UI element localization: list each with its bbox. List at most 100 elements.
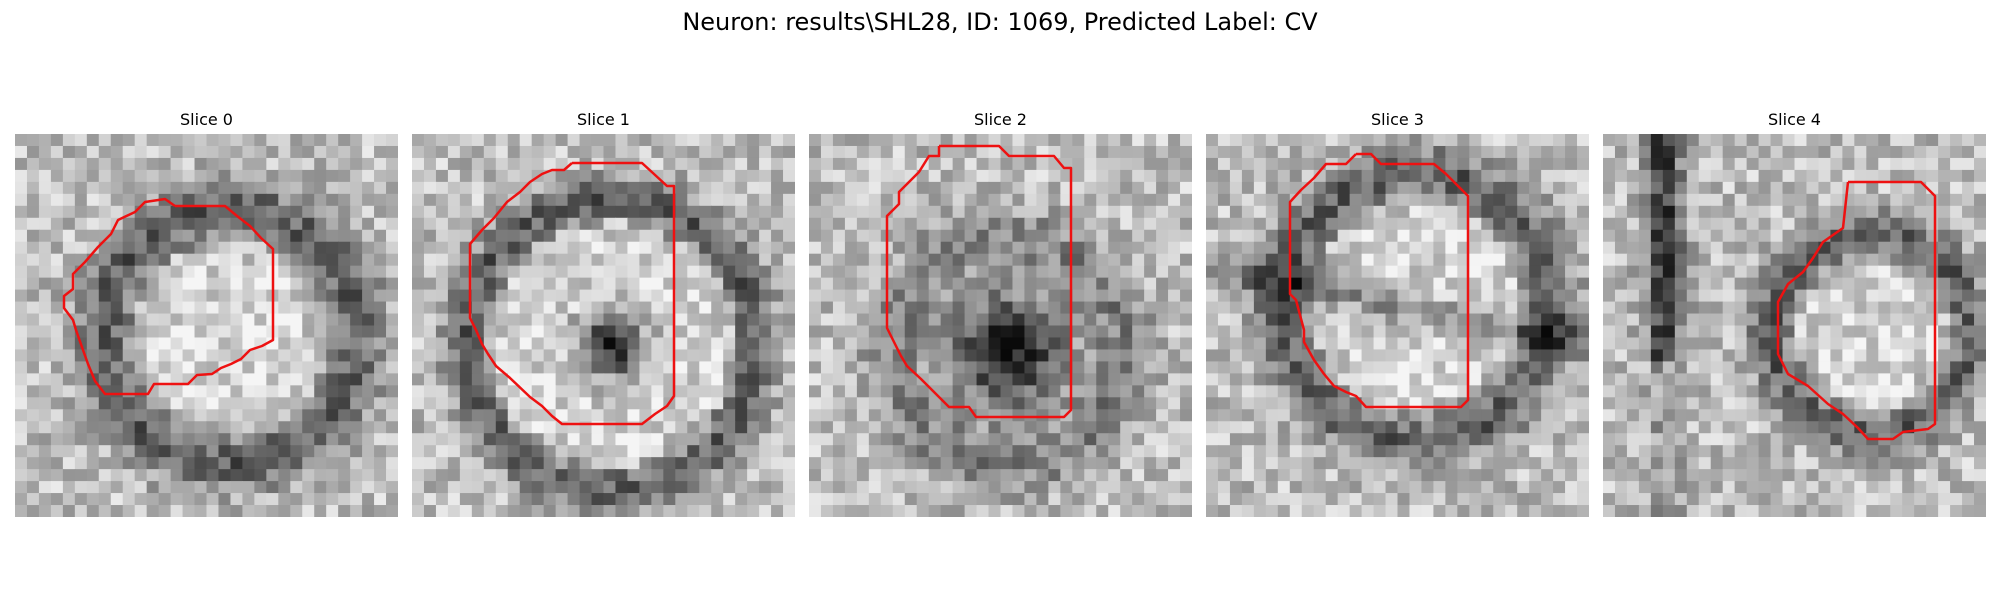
image-pixel bbox=[158, 145, 172, 159]
image-pixel bbox=[1782, 289, 1796, 303]
image-pixel bbox=[1012, 325, 1026, 339]
image-pixel bbox=[350, 217, 363, 231]
image-pixel bbox=[435, 253, 449, 267]
image-pixel bbox=[579, 217, 593, 231]
image-pixel bbox=[1385, 505, 1399, 517]
image-pixel bbox=[1830, 134, 1843, 147]
image-pixel bbox=[1662, 181, 1676, 195]
image-pixel bbox=[1277, 241, 1291, 255]
image-pixel bbox=[495, 157, 509, 171]
image-pixel bbox=[302, 205, 315, 219]
image-pixel bbox=[471, 277, 485, 291]
image-pixel bbox=[194, 277, 208, 291]
image-pixel bbox=[1854, 409, 1867, 422]
image-pixel bbox=[471, 493, 485, 506]
image-pixel bbox=[483, 301, 497, 315]
image-pixel bbox=[254, 325, 267, 339]
image-pixel bbox=[1144, 313, 1157, 327]
image-pixel bbox=[1974, 145, 1986, 159]
image-pixel bbox=[1156, 445, 1169, 458]
image-pixel bbox=[1794, 181, 1808, 195]
image-pixel bbox=[1541, 181, 1554, 195]
image-pixel bbox=[940, 469, 954, 482]
image-pixel bbox=[1048, 217, 1061, 231]
image-pixel bbox=[1806, 217, 1820, 231]
image-pixel bbox=[1938, 397, 1951, 410]
image-pixel bbox=[567, 217, 581, 231]
image-pixel bbox=[170, 313, 184, 327]
image-pixel bbox=[350, 229, 363, 243]
image-pixel bbox=[1722, 325, 1736, 339]
image-pixel bbox=[290, 301, 303, 315]
image-pixel bbox=[1553, 145, 1566, 159]
image-pixel bbox=[194, 205, 208, 219]
image-pixel bbox=[26, 397, 40, 410]
image-pixel bbox=[1770, 193, 1784, 207]
image-pixel bbox=[603, 325, 617, 339]
image-pixel bbox=[555, 157, 569, 171]
image-pixel bbox=[1854, 134, 1867, 147]
image-pixel bbox=[146, 337, 160, 351]
image-pixel bbox=[1842, 421, 1855, 434]
image-pixel bbox=[1914, 361, 1927, 374]
image-pixel bbox=[723, 457, 736, 470]
image-pixel bbox=[880, 337, 894, 351]
image-pixel bbox=[856, 169, 870, 183]
image-pixel bbox=[1000, 169, 1014, 183]
image-pixel bbox=[1144, 134, 1157, 147]
image-pixel bbox=[1241, 337, 1255, 351]
image-pixel bbox=[1974, 181, 1986, 195]
image-pixel bbox=[832, 373, 846, 386]
image-pixel bbox=[1206, 169, 1219, 183]
image-pixel bbox=[206, 445, 220, 458]
image-pixel bbox=[1806, 205, 1820, 219]
image-pixel bbox=[1481, 493, 1494, 506]
image-pixel bbox=[1313, 265, 1327, 279]
image-pixel bbox=[62, 505, 76, 517]
image-pixel bbox=[1000, 433, 1014, 446]
image-pixel bbox=[1565, 361, 1578, 374]
image-pixel bbox=[1036, 505, 1049, 517]
image-pixel bbox=[591, 469, 605, 482]
image-pixel bbox=[627, 361, 641, 374]
image-pixel bbox=[423, 241, 437, 255]
image-pixel bbox=[314, 313, 327, 327]
image-pixel bbox=[1722, 337, 1736, 351]
image-pixel bbox=[904, 481, 918, 494]
image-pixel bbox=[230, 433, 244, 446]
image-pixel bbox=[98, 313, 112, 327]
image-pixel bbox=[1603, 217, 1616, 231]
image-pixel bbox=[1914, 169, 1927, 183]
image-pixel bbox=[952, 217, 966, 231]
image-pixel bbox=[1180, 181, 1192, 195]
image-pixel bbox=[1036, 337, 1049, 351]
image-pixel bbox=[1337, 349, 1351, 363]
image-pixel bbox=[723, 205, 736, 219]
image-pixel bbox=[242, 457, 255, 470]
image-pixel bbox=[639, 229, 652, 243]
image-pixel bbox=[86, 145, 100, 159]
image-pixel bbox=[170, 229, 184, 243]
image-pixel bbox=[1096, 157, 1109, 171]
image-pixel bbox=[507, 397, 521, 410]
image-pixel bbox=[447, 193, 461, 207]
image-pixel bbox=[1265, 421, 1279, 434]
image-pixel bbox=[1505, 397, 1518, 410]
image-pixel bbox=[1603, 253, 1616, 267]
image-pixel bbox=[1842, 134, 1855, 147]
image-pixel bbox=[1325, 397, 1339, 410]
image-pixel bbox=[447, 217, 461, 231]
image-pixel bbox=[844, 481, 858, 494]
image-pixel bbox=[567, 193, 581, 207]
image-pixel bbox=[699, 373, 712, 386]
image-pixel bbox=[675, 265, 688, 279]
image-pixel bbox=[1120, 313, 1133, 327]
image-pixel bbox=[579, 457, 593, 470]
image-pixel bbox=[158, 325, 172, 339]
image-pixel bbox=[1650, 313, 1664, 327]
image-pixel bbox=[1842, 229, 1855, 243]
image-pixel bbox=[206, 457, 220, 470]
image-pixel bbox=[495, 169, 509, 183]
image-pixel bbox=[1662, 361, 1676, 374]
image-pixel bbox=[326, 229, 339, 243]
